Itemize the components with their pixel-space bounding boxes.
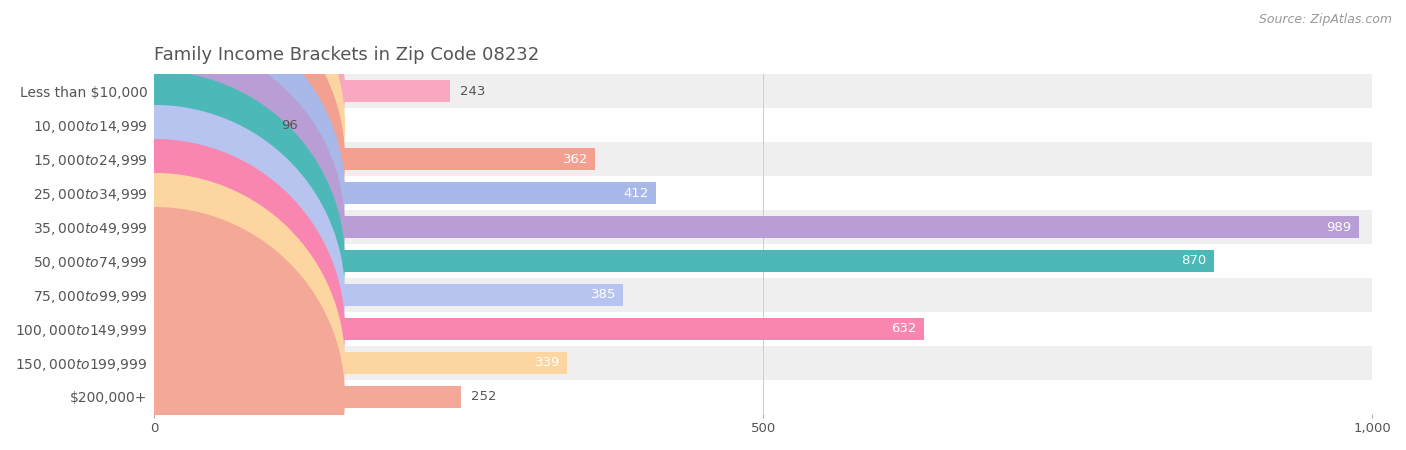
Point	[143, 88, 166, 95]
Bar	[155, 244, 1372, 278]
Text: 412: 412	[623, 187, 648, 200]
Text: 96: 96	[281, 119, 298, 132]
Point	[143, 122, 166, 129]
Bar	[155, 386, 461, 408]
Bar	[155, 352, 567, 374]
Bar	[155, 148, 595, 170]
Text: 339: 339	[534, 356, 560, 369]
Point	[143, 325, 166, 333]
Bar	[155, 182, 657, 204]
Bar	[155, 142, 1372, 176]
Bar	[155, 312, 1372, 346]
Point	[143, 393, 166, 400]
Bar	[155, 278, 1372, 312]
Point	[143, 189, 166, 197]
Bar	[155, 346, 1372, 380]
Point	[143, 224, 166, 231]
Bar	[155, 81, 450, 103]
Text: 870: 870	[1181, 255, 1206, 267]
Bar	[155, 114, 271, 136]
Point	[143, 257, 166, 265]
Bar	[155, 210, 1372, 244]
Text: 243: 243	[460, 85, 485, 98]
Bar	[155, 216, 1358, 238]
Bar	[155, 250, 1213, 272]
Point	[143, 359, 166, 366]
Text: 632: 632	[891, 322, 917, 335]
Bar	[155, 108, 1372, 142]
Text: Family Income Brackets in Zip Code 08232: Family Income Brackets in Zip Code 08232	[155, 46, 540, 64]
Bar	[155, 284, 623, 306]
Point	[143, 291, 166, 298]
Text: 989: 989	[1326, 220, 1351, 234]
Bar	[155, 74, 1372, 108]
Bar	[155, 380, 1372, 414]
Bar	[155, 318, 924, 340]
Text: 252: 252	[471, 390, 496, 403]
Bar	[155, 176, 1372, 210]
Text: Source: ZipAtlas.com: Source: ZipAtlas.com	[1258, 14, 1392, 27]
Point	[143, 156, 166, 163]
Text: 385: 385	[591, 288, 616, 302]
Text: 362: 362	[562, 153, 588, 166]
